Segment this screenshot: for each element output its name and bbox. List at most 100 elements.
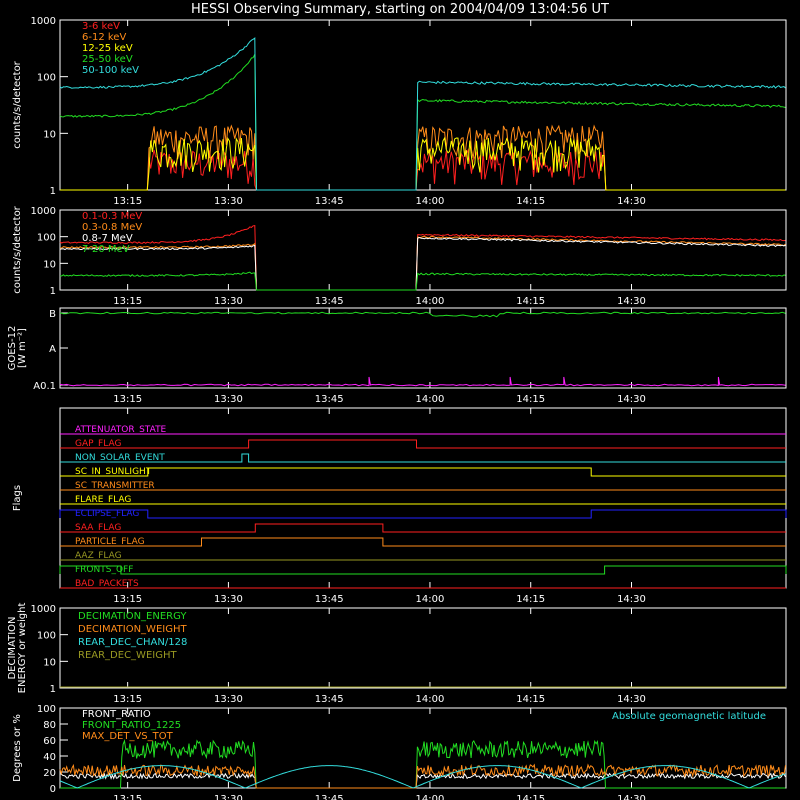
panel-low-energy-legend-entry: 12-25 keV	[82, 43, 133, 54]
panel-low-energy-legend-entry: 50-100 keV	[82, 65, 139, 76]
flag-gap-flag	[60, 439, 786, 449]
panel-flags-label: FRONTS_OFF	[75, 565, 133, 575]
flag-sc-in-sunlight	[60, 467, 786, 477]
panel-high-energy-xtick-label: 13:45	[315, 296, 344, 307]
panel-high-energy-ytick-label: 10	[43, 259, 56, 270]
panel-flags-xtick-label: 13:15	[113, 594, 142, 605]
panel-flags-ylabel: Flags	[12, 485, 23, 511]
panel-ratio-legend-entry: MAX_DET_VS_TOT	[82, 731, 174, 742]
panel-high-energy-xtick-label: 14:15	[516, 296, 545, 307]
flag-non-solar-event	[60, 453, 786, 463]
panel-goes	[59, 307, 787, 389]
panel-decimation-xtick-label: 14:15	[516, 694, 545, 705]
panel-low-energy-xtick-label: 13:45	[315, 196, 344, 207]
panel-low-energy-ytick-label: 10	[43, 129, 56, 140]
panel-flags-xtick-label: 13:30	[214, 594, 243, 605]
panel-flags-xtick-label: 14:15	[516, 594, 545, 605]
panel-ratio	[59, 707, 787, 789]
panel-low-energy-xtick-label: 14:30	[617, 196, 646, 207]
panel-flags-xtick-label: 14:00	[416, 594, 445, 605]
panel-flags-label: BAD_PACKETS	[75, 579, 139, 589]
panel-decimation-xtick-label: 14:00	[416, 694, 445, 705]
panel-ratio-ytick-label: 100	[37, 704, 56, 715]
panel-ratio-ytick-label: 80	[43, 720, 56, 731]
panel-low-energy-xtick-label: 14:00	[416, 196, 445, 207]
panel-high-energy-xtick-label: 13:15	[113, 296, 142, 307]
panel-goes-ytick-label: A0.1	[33, 381, 56, 392]
panel-high-energy-xtick-label: 14:00	[416, 296, 445, 307]
panel-decimation	[59, 607, 787, 689]
series-goes-green	[59, 311, 786, 318]
flag-eclipse-flag	[59, 509, 787, 519]
panel-high-energy-xtick-label: 14:30	[617, 296, 646, 307]
panel-ratio-ytick-label: 40	[43, 752, 56, 763]
panel-low-energy-legend-entry: 25-50 keV	[82, 54, 133, 65]
flag-saa-flag	[60, 523, 786, 533]
panel-decimation-ytick-label: 100	[37, 631, 56, 642]
panel-decimation-ytick-label: 1	[50, 684, 56, 695]
panel-goes-ylabel: GOES-12	[7, 326, 18, 371]
panel-ratio-xtick-label: 14:00	[416, 794, 445, 800]
panel-flags-label: FLARE_FLAG	[75, 495, 131, 505]
panel-ratio-ytick-label: 20	[43, 768, 56, 779]
panel-low-energy-legend-entry: 3-6 keV	[82, 21, 120, 32]
series-0-3-0-8-mev	[59, 235, 786, 291]
panel-goes-xtick-label: 14:30	[617, 394, 646, 405]
panel-goes-xtick-label: 13:45	[315, 394, 344, 405]
panel-ratio-annotation: Absolute geomagnetic latitude	[612, 711, 766, 722]
panel-ratio-legend-entry: FRONT_RATIO	[82, 709, 151, 720]
series-0-8-7-mev	[59, 236, 786, 291]
panel-goes-xtick-label: 13:30	[214, 394, 243, 405]
panel-flags-label: SC_TRANSMITTER	[75, 481, 155, 491]
chart-title: HESSI Observing Summary, starting on 200…	[191, 2, 609, 17]
panel-low-energy-xtick-label: 13:30	[214, 196, 243, 207]
series-absolute-geomagnetic-latitude	[59, 765, 786, 789]
series-front-ratio-1225	[60, 739, 786, 789]
panel-flags-label: SAA_FLAG	[75, 523, 121, 533]
panel-ratio-ytick-label: 0	[50, 784, 56, 795]
series-50-100-kev	[59, 37, 786, 191]
panel-high-energy	[59, 209, 787, 291]
panel-ratio-xtick-label: 14:15	[516, 794, 545, 800]
panel-decimation-xtick-label: 13:30	[214, 694, 243, 705]
panel-decimation-legend-entry: DECIMATION_WEIGHT	[78, 624, 187, 635]
panel-low-energy-ytick-label: 1	[50, 186, 56, 197]
panel-high-energy-ytick-label: 1000	[31, 206, 56, 217]
panel-goes-ytick-label: A	[49, 344, 56, 355]
panel-decimation-ytick-label: 1000	[31, 604, 56, 615]
panel-high-energy-legend-entry: 7-20 MeV	[82, 244, 130, 255]
panel-flags-label: SC_IN_SUNLIGHT	[75, 467, 152, 477]
panel-ratio-xtick-label: 13:15	[113, 794, 142, 800]
panel-low-energy	[59, 19, 787, 191]
panel-flags-xtick-label: 13:45	[315, 594, 344, 605]
panel-high-energy-xtick-label: 13:30	[214, 296, 243, 307]
panel-high-energy-ylabel: counts/s/detector	[12, 205, 23, 293]
series-7-20-mev	[59, 271, 786, 291]
panel-ratio-ylabel: Degrees or %	[12, 714, 23, 782]
panel-low-energy-ytick-label: 1000	[31, 16, 56, 27]
panel-decimation-xtick-label: 13:15	[113, 694, 142, 705]
panel-goes-xtick-label: 13:15	[113, 394, 142, 405]
panel-decimation-legend-entry: REAR_DEC_WEIGHT	[78, 650, 177, 661]
panel-flags-label: ECLIPSE_FLAG	[75, 509, 139, 519]
panel-decimation-xtick-label: 13:45	[315, 694, 344, 705]
panel-goes-ytick-label: B	[49, 309, 56, 320]
panel-goes-xtick-label: 14:15	[516, 394, 545, 405]
panel-decimation-ylabel: ENERGY or weight	[17, 603, 28, 694]
series-25-50-kev	[59, 54, 786, 191]
panel-ratio-xtick-label: 13:45	[315, 794, 344, 800]
panel-low-energy-ylabel: counts/s/detector	[12, 60, 23, 148]
panel-flags-label: GAP_FLAG	[75, 439, 121, 449]
series-3-6-kev	[60, 148, 786, 191]
panel-low-energy-legend-entry: 6-12 keV	[82, 32, 126, 43]
series-12-25-kev	[60, 136, 786, 191]
panel-decimation-xtick-label: 14:30	[617, 694, 646, 705]
panel-goes-ylabel: [W m⁻²]	[17, 328, 28, 368]
panel-flags	[59, 407, 787, 589]
panel-low-energy-ytick-label: 100	[37, 73, 56, 84]
panel-low-energy-xtick-label: 13:15	[113, 196, 142, 207]
series-0-1-0-3-mev	[59, 225, 786, 291]
panel-flags-label: NON_SOLAR_EVENT	[75, 453, 165, 463]
panel-ratio-legend-entry: FRONT_RATIO_1225	[82, 720, 181, 731]
